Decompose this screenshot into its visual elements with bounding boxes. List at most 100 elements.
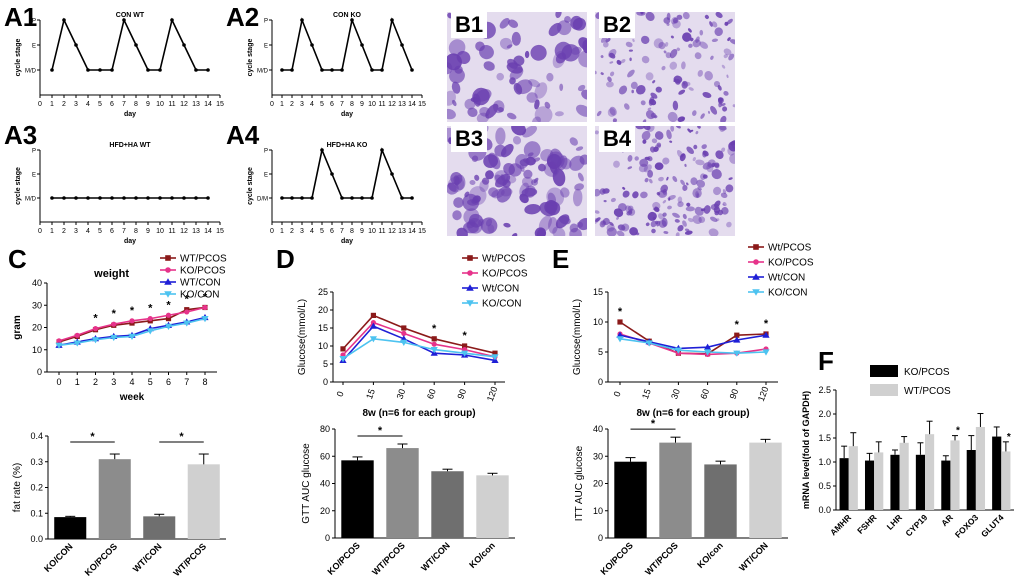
- stained-cell: [663, 231, 669, 234]
- stained-cell: [663, 50, 667, 54]
- stained-cell: [645, 110, 655, 120]
- a1-point: [62, 18, 66, 22]
- a1-point: [50, 68, 54, 72]
- stained-cell: [709, 21, 713, 27]
- a4-point: [290, 196, 294, 200]
- c-weight-point-ko-pcos: [165, 312, 172, 318]
- f-legend-swatch: [870, 365, 898, 377]
- a1-point: [98, 68, 102, 72]
- d-gtt-legend-label: KO/CON: [482, 299, 521, 310]
- stained-cell: [596, 110, 602, 117]
- f-x-tick-label: GLUT4: [979, 512, 1006, 539]
- stained-cell: [673, 75, 683, 84]
- a2-x-tick-label: 7: [340, 101, 344, 108]
- stained-cell: [647, 170, 654, 178]
- stained-cell: [555, 52, 567, 64]
- stained-cell: [713, 186, 722, 196]
- a4-x-tick-label: 1: [280, 228, 284, 235]
- d-gtt-significance-star: *: [462, 330, 467, 342]
- a2-x-axis-label: day: [341, 111, 353, 118]
- stained-cell: [678, 89, 686, 95]
- a2-x-tick-label: 12: [388, 101, 396, 108]
- a3-point: [134, 196, 138, 200]
- e-itt-x-tick-label: 15: [640, 388, 653, 401]
- d-gtt-legend-marker: [466, 300, 474, 307]
- stained-cell: [669, 140, 673, 143]
- a2-title: CON KO: [333, 12, 362, 19]
- a2-x-tick-label: 0: [270, 101, 274, 108]
- e-auc-y-tick-label: 0: [598, 533, 603, 543]
- stained-cell: [653, 38, 664, 49]
- d-auc-x-tick-label: KO/con: [467, 540, 497, 570]
- e-itt-x-axis-label: 8w (n=6 for each group): [636, 408, 749, 419]
- stained-cell: [511, 31, 521, 46]
- stained-cell: [669, 48, 678, 59]
- stained-cell: [640, 100, 646, 106]
- a2-x-tick-label: 11: [378, 101, 385, 108]
- e-itt-y-axis-label: Glucose(mmol/L): [572, 299, 583, 375]
- stained-cell: [602, 188, 610, 194]
- stained-cell: [560, 187, 570, 198]
- c-weight-point-ko-con: [110, 334, 118, 342]
- a1-x-tick-label: 6: [110, 101, 114, 108]
- stained-cell: [595, 130, 599, 135]
- stained-cell: [624, 103, 630, 110]
- stained-cell: [528, 79, 541, 88]
- stained-cell: [645, 222, 650, 227]
- a2-x-tick-label: 9: [360, 101, 364, 108]
- c-weight-x-tick-label: 2: [93, 377, 98, 387]
- stained-cell: [700, 208, 706, 212]
- stained-cell: [547, 192, 557, 205]
- stained-cell: [512, 136, 522, 145]
- e-itt-significance-star: *: [764, 318, 769, 330]
- a2-y-tick-label: P: [264, 19, 268, 25]
- c-fat-x-tick-label: KO/PCOS: [83, 541, 119, 577]
- a4-point: [310, 196, 314, 200]
- a1-x-tick-label: 9: [146, 101, 150, 108]
- stained-cell: [658, 41, 666, 50]
- e-itt-point-wt-con: [762, 331, 770, 338]
- stained-cell: [641, 130, 651, 141]
- e-auc-y-tick-label: 20: [593, 479, 603, 489]
- stained-cell: [700, 113, 705, 119]
- e-auc-x-tick-label: WT/PCOS: [643, 540, 680, 577]
- e-auc-y-tick-label: 30: [593, 451, 603, 461]
- stained-cell: [652, 201, 661, 210]
- c-weight-y-tick-label: 0: [37, 367, 42, 377]
- e-auc-bar: [614, 461, 647, 538]
- stained-cell: [534, 106, 553, 122]
- d-auc-y-tick-label: 0: [325, 533, 330, 543]
- d-gtt-significance-star: *: [432, 323, 437, 335]
- stained-cell: [595, 210, 600, 214]
- stained-cell: [652, 80, 656, 84]
- d-gtt-y-axis-label: Glucose(mmol/L): [297, 299, 308, 375]
- stained-cell: [651, 138, 658, 144]
- c-weight-point-ko-pcos: [56, 338, 62, 344]
- e-auc-y-tick-label: 10: [593, 506, 603, 516]
- stained-cell: [549, 148, 563, 166]
- c-weight-legend-marker: [164, 291, 172, 298]
- stained-cell: [524, 204, 541, 215]
- stained-cell: [686, 202, 691, 207]
- stained-cell: [723, 48, 732, 56]
- stained-cell: [453, 197, 464, 208]
- stained-cell: [681, 61, 686, 70]
- stained-cell: [684, 163, 687, 167]
- stained-cell: [452, 210, 462, 221]
- stained-cell: [668, 197, 671, 201]
- d-gtt-point-wt-pcos: [340, 346, 346, 352]
- a1-point: [86, 68, 90, 72]
- c-fat-bar: [143, 516, 176, 539]
- stained-cell: [672, 17, 679, 24]
- stained-cell: [577, 218, 587, 231]
- stained-cell: [495, 127, 506, 145]
- stained-cell: [674, 219, 680, 223]
- stained-cell: [702, 150, 709, 157]
- stained-cell: [578, 37, 587, 51]
- stained-cell: [688, 43, 693, 48]
- a3-y-axis-label: cycle stage: [15, 167, 22, 205]
- d-gtt-point-ko-con: [400, 339, 408, 346]
- stained-cell: [546, 187, 565, 207]
- c-weight-point-ko-pcos: [129, 318, 135, 324]
- e-itt-point-ko-con: [704, 349, 712, 356]
